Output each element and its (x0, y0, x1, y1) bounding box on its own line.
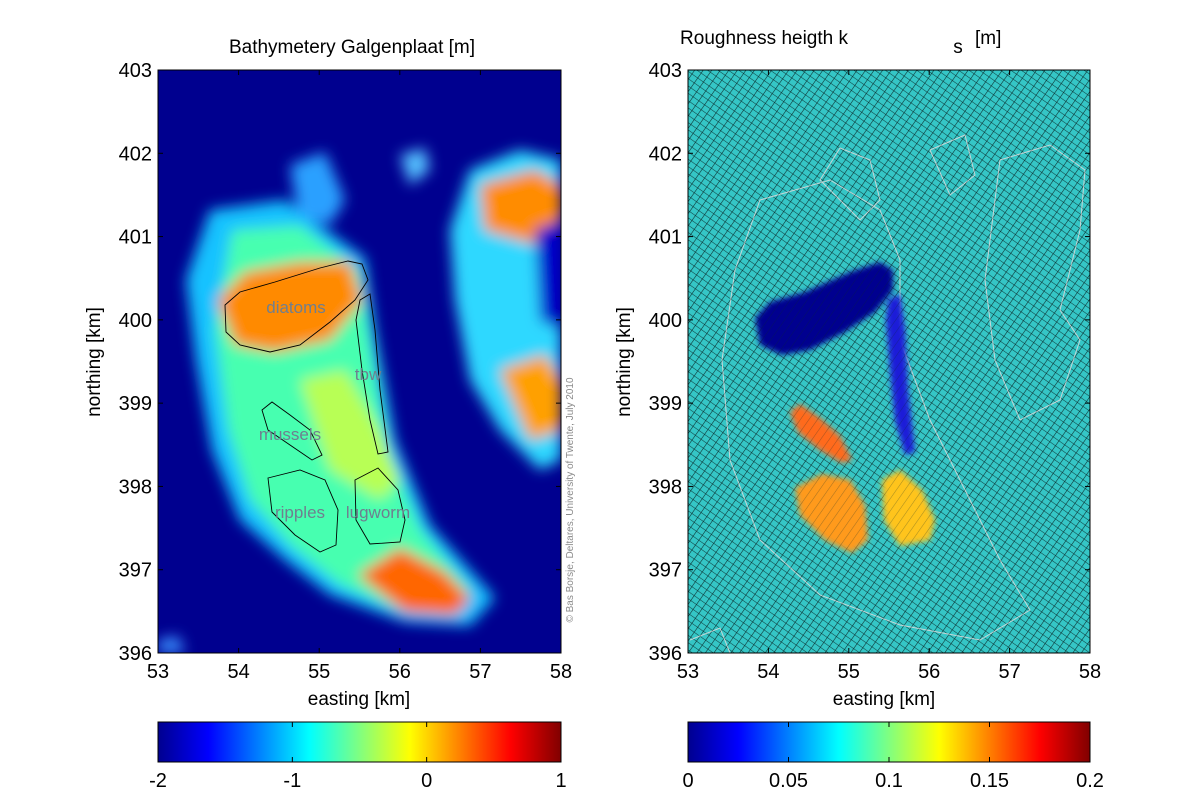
x-tick-label: 57 (469, 661, 491, 683)
bathymetry-ylabel: northing [km] (84, 307, 105, 417)
y-tick-label: 400 (119, 310, 152, 332)
colorbar-tick-label: 0.15 (970, 770, 1009, 792)
roughness-xlabel: easting [km] (833, 689, 935, 710)
x-tick-label: 58 (550, 661, 572, 683)
y-tick-label: 399 (119, 393, 152, 415)
colorbar-tick-label: 0.05 (769, 770, 808, 792)
bathymetry-colorbar-ticks: -2 -1 0 1 (149, 722, 567, 792)
shoal-high-north (218, 262, 362, 352)
colorbar-tick-label: 0.1 (875, 770, 903, 792)
label-diatoms: diatoms (266, 298, 326, 317)
small-shoal (400, 148, 430, 185)
y-tick-label: 400 (649, 310, 682, 332)
colorbar-tick-label: 1 (555, 770, 566, 792)
x-tick-label: 54 (227, 661, 249, 683)
bathymetry-xlabel: easting [km] (308, 689, 410, 710)
x-tick-label: 53 (147, 661, 169, 683)
bathymetry-title: Bathymetery Galgenplaat [m] (229, 37, 475, 58)
roughness-axes-box (687, 69, 1091, 654)
roughness-title-subscript: s (953, 37, 963, 58)
y-tick-label: 399 (649, 393, 682, 415)
label-lugworm: lugworm (346, 503, 410, 522)
roughness-ticks: 53 54 55 56 57 58 396 397 398 399 400 401 402 403 (649, 60, 1102, 683)
y-tick-label: 398 (119, 476, 152, 498)
patch-mesh-overlay (688, 70, 1090, 653)
y-tick-label: 397 (649, 560, 682, 582)
credit-text: © Bas Borsje, Deltares, University of Tw… (565, 377, 576, 623)
roughness-panel: Roughness heigth k s [m] (614, 28, 1104, 792)
shoal-high-south (358, 548, 470, 615)
y-tick-label: 401 (649, 227, 682, 249)
roughness-title-unit: [m] (975, 28, 1001, 49)
bathymetry-colorbar (158, 722, 561, 762)
bathymetry-colorbar-box (157, 721, 562, 763)
label-ripples: ripples (275, 503, 325, 522)
colorbar-tick-label: 0 (421, 770, 432, 792)
y-tick-label: 396 (649, 643, 682, 665)
y-tick-label: 403 (119, 60, 152, 82)
label-tbw: tbw (355, 365, 382, 384)
roughness-title: Roughness heigth k (680, 28, 848, 49)
x-tick-label: 56 (389, 661, 411, 683)
bathymetry-map: diatoms tbw mussels ripples lugworm (158, 70, 561, 653)
ripples-contour (267, 469, 339, 553)
x-tick-label: 58 (1079, 661, 1101, 683)
x-tick-label: 55 (838, 661, 860, 683)
east-channel (535, 220, 561, 330)
x-tick-label: 53 (677, 661, 699, 683)
y-tick-label: 396 (119, 643, 152, 665)
habitat-contours (224, 260, 406, 553)
y-tick-label: 397 (119, 560, 152, 582)
lugworm-contour (354, 467, 406, 545)
label-mussels: mussels (259, 425, 321, 444)
bathymetry-ticks: 53 54 55 56 57 58 396 397 398 399 400 401 402 403 (119, 60, 573, 683)
colorbar-tick-label: -2 (149, 770, 167, 792)
x-tick-label: 54 (757, 661, 779, 683)
mussels-contour (261, 401, 323, 461)
roughness-colorbar (688, 722, 1090, 762)
x-tick-label: 56 (918, 661, 940, 683)
diatoms-contour (224, 260, 369, 353)
x-tick-label: 55 (308, 661, 330, 683)
y-tick-label: 402 (649, 143, 682, 165)
bathymetry-axes-box (157, 69, 562, 654)
colorbar-tick-label: 0.2 (1076, 770, 1104, 792)
y-tick-label: 403 (649, 60, 682, 82)
colorbar-tick-label: -1 (283, 770, 301, 792)
roughness-map (688, 70, 1090, 653)
roughness-colorbar-ticks: 0 0.05 0.1 0.15 0.2 (682, 722, 1104, 792)
x-tick-label: 57 (998, 661, 1020, 683)
east-shoal-high-south (500, 355, 561, 440)
bathymetry-panel: Bathymetery Galgenplaat [m] (84, 37, 576, 792)
colorbar-tick-label: 0 (682, 770, 693, 792)
roughness-ylabel: northing [km] (614, 307, 635, 417)
y-tick-label: 402 (119, 143, 152, 165)
y-tick-label: 401 (119, 227, 152, 249)
tbw-contour (355, 293, 389, 455)
shoal-upper (300, 370, 400, 500)
patch-mesh-a (688, 70, 1090, 653)
north-shoal (290, 152, 345, 225)
sw-shoal (158, 636, 185, 653)
y-tick-label: 398 (649, 476, 682, 498)
